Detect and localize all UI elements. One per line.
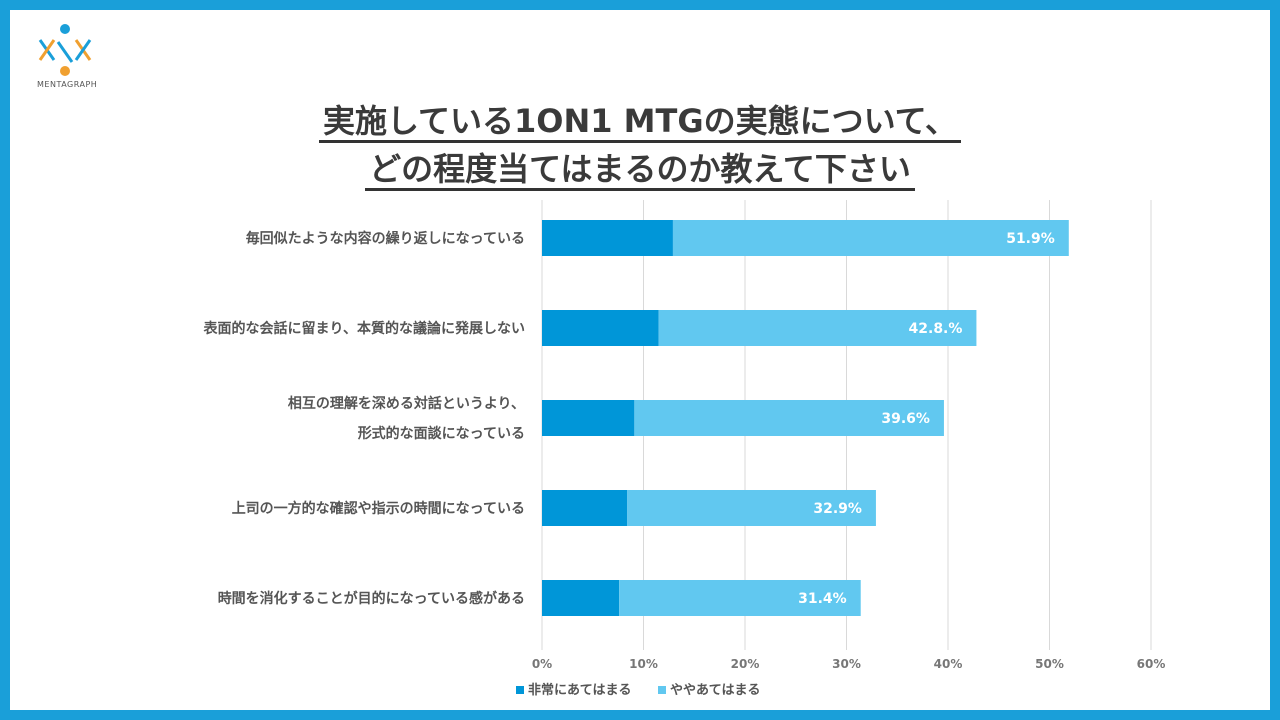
logo-text: MENTAGRAPH <box>37 80 98 89</box>
x-tick-label: 50% <box>1035 657 1064 671</box>
title-line-1-text: 実施している1ON1 MTGの実態について、 <box>318 102 962 143</box>
legend-label: 非常にあてはまる <box>528 682 631 698</box>
x-tick-label: 40% <box>934 657 963 671</box>
legend-swatch <box>658 686 666 694</box>
title-line-2: どの程度当てはまるのか教えて下さい <box>10 144 1270 191</box>
slide: MENTAGRAPH 実施している1ON1 MTGの実態について、 どの程度当て… <box>10 10 1270 710</box>
bar-segment-very <box>542 310 659 346</box>
bar-segment-somewhat <box>658 310 977 346</box>
x-tick-label: 20% <box>731 657 760 671</box>
category-label: 表面的な会話に留まり、本質的な議論に発展しない <box>203 320 525 337</box>
data-label: 32.9% <box>813 501 862 517</box>
legend-label: ややあてはまる <box>670 683 760 698</box>
data-label: 51.9% <box>1006 231 1055 247</box>
bar-segment-very <box>542 220 673 256</box>
stacked-bar-chart: 0% 10% 20% 30% 40% 50% 60% 51.9% 毎回似たような内容の繰り返しに… <box>203 200 1166 698</box>
bar-segment-somewhat <box>672 220 1069 256</box>
category-label: 形式的な面談になっている <box>358 425 525 442</box>
data-label: 39.6% <box>881 411 930 427</box>
data-label: 42.8.% <box>909 321 963 337</box>
bar-segment-somewhat <box>634 400 944 436</box>
x-tick-label: 0% <box>532 657 552 671</box>
legend-swatch <box>516 686 524 694</box>
mentagraph-logo-icon <box>38 24 92 76</box>
x-tick-label: 60% <box>1137 657 1166 671</box>
bar-segment-somewhat <box>627 490 876 526</box>
category-label: 相互の理解を深める対話というより、 <box>288 395 525 412</box>
title-line-1: 実施している1ON1 MTGの実態について、 <box>10 96 1270 143</box>
title-line-2-text: どの程度当てはまるのか教えて下さい <box>365 150 915 191</box>
data-label: 31.4% <box>798 591 847 607</box>
bar-segment-very <box>542 400 635 436</box>
category-label: 時間を消化することが目的になっている感がある <box>218 590 525 607</box>
bar-segment-very <box>542 580 620 616</box>
x-tick-label: 30% <box>832 657 861 671</box>
x-tick-label: 10% <box>629 657 658 671</box>
bar-segment-somewhat <box>619 580 861 616</box>
bar-segment-very <box>542 490 628 526</box>
category-label: 上司の一方的な確認や指示の時間になっている <box>232 500 525 517</box>
category-label: 毎回似たような内容の繰り返しになっている <box>246 230 525 247</box>
